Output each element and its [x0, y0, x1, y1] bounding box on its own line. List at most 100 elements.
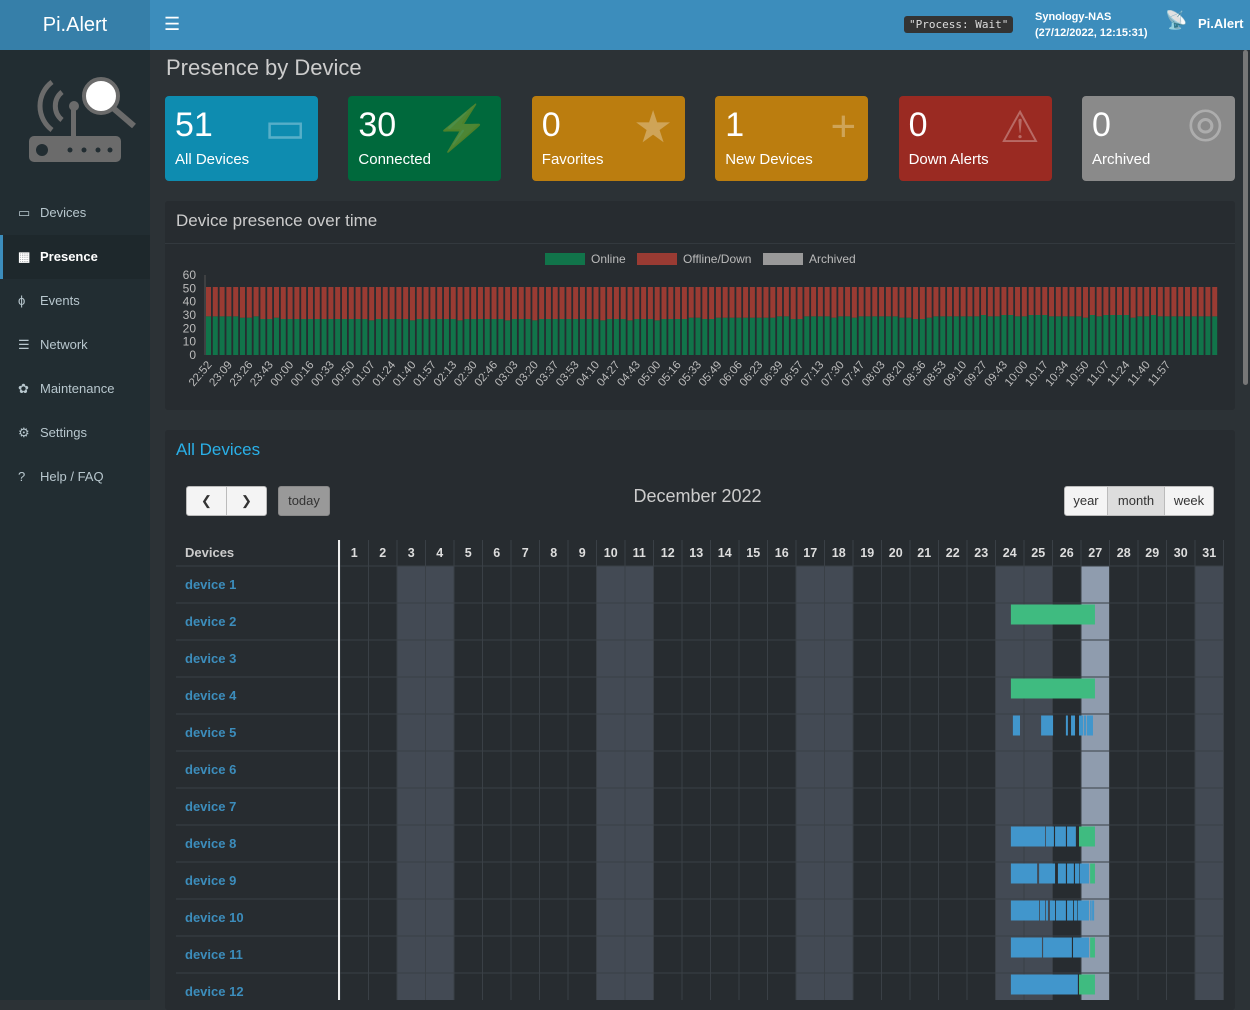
bar-online[interactable]	[845, 316, 851, 355]
view-week-button[interactable]: week	[1164, 486, 1214, 516]
bar-offline[interactable]	[661, 287, 667, 319]
bar-online[interactable]	[573, 319, 579, 355]
bar-online[interactable]	[239, 317, 245, 355]
bar-online[interactable]	[1001, 315, 1007, 355]
bar-online[interactable]	[899, 317, 905, 355]
bar-online[interactable]	[858, 316, 864, 355]
bar-offline[interactable]	[464, 287, 470, 319]
bar-offline[interactable]	[1110, 287, 1116, 315]
sidebar-item-devices[interactable]: ▭ Devices	[0, 191, 150, 235]
bar-offline[interactable]	[477, 287, 483, 319]
bar-offline[interactable]	[777, 287, 783, 317]
device-link[interactable]: device 4	[185, 688, 237, 703]
bar-online[interactable]	[1212, 316, 1218, 355]
presence-bar-event[interactable]	[1055, 900, 1066, 921]
bar-online[interactable]	[763, 317, 769, 355]
bar-offline[interactable]	[1028, 287, 1034, 315]
bar-online[interactable]	[206, 316, 211, 355]
bar-online[interactable]	[933, 316, 939, 355]
sidebar-item-presence[interactable]: ▦ Presence	[0, 235, 150, 279]
bar-online[interactable]	[647, 319, 653, 355]
bar-offline[interactable]	[743, 287, 749, 318]
menu-toggle-icon[interactable]: ☰	[164, 14, 181, 34]
bar-online[interactable]	[688, 317, 694, 355]
bar-offline[interactable]	[403, 287, 409, 319]
bar-offline[interactable]	[654, 287, 660, 321]
device-link[interactable]: device 12	[185, 984, 244, 999]
bar-online[interactable]	[885, 316, 891, 355]
bar-offline[interactable]	[824, 287, 830, 317]
bar-online[interactable]	[280, 319, 286, 355]
bar-online[interactable]	[552, 319, 558, 355]
bar-offline[interactable]	[559, 287, 565, 319]
bar-offline[interactable]	[892, 287, 898, 317]
bar-online[interactable]	[287, 319, 293, 355]
bar-online[interactable]	[1110, 315, 1116, 355]
info-box-all-devices[interactable]: 51 All Devices ▭	[165, 96, 318, 181]
presence-bar-event[interactable]	[1090, 900, 1092, 921]
bar-offline[interactable]	[845, 287, 851, 317]
device-link[interactable]: device 3	[185, 651, 237, 666]
bar-offline[interactable]	[688, 287, 694, 318]
bar-offline[interactable]	[355, 287, 361, 319]
bar-online[interactable]	[341, 319, 347, 355]
presence-bar-event[interactable]	[1010, 974, 1078, 995]
bar-offline[interactable]	[396, 287, 402, 319]
presence-bar-event[interactable]	[1045, 826, 1054, 847]
bar-offline[interactable]	[335, 287, 341, 319]
bar-online[interactable]	[593, 319, 599, 355]
presence-bar-event[interactable]	[1073, 937, 1089, 958]
bar-online[interactable]	[566, 319, 572, 355]
bar-offline[interactable]	[471, 287, 477, 319]
presence-bar-event[interactable]	[1010, 900, 1040, 921]
bar-online[interactable]	[600, 320, 606, 355]
bar-online[interactable]	[994, 316, 1000, 355]
bar-offline[interactable]	[1008, 287, 1014, 315]
bar-online[interactable]	[301, 319, 307, 355]
bar-offline[interactable]	[362, 287, 368, 319]
bar-offline[interactable]	[981, 287, 987, 315]
view-month-button[interactable]: month	[1107, 486, 1165, 516]
bar-offline[interactable]	[1164, 287, 1170, 317]
bar-online[interactable]	[926, 317, 932, 355]
bar-online[interactable]	[437, 319, 443, 355]
page-scrollbar[interactable]	[1243, 50, 1248, 385]
bar-offline[interactable]	[226, 287, 232, 317]
bar-offline[interactable]	[885, 287, 891, 317]
presence-bar-event[interactable]	[1092, 900, 1095, 921]
bar-offline[interactable]	[647, 287, 653, 319]
bar-online[interactable]	[919, 319, 925, 355]
bar-offline[interactable]	[1055, 287, 1061, 317]
bar-online[interactable]	[505, 320, 511, 355]
bar-online[interactable]	[1055, 316, 1061, 355]
info-box-archived[interactable]: 0 Archived ⦾	[1082, 96, 1235, 181]
bar-offline[interactable]	[804, 287, 810, 317]
bar-offline[interactable]	[341, 287, 347, 319]
bar-offline[interactable]	[994, 287, 1000, 317]
bar-offline[interactable]	[1001, 287, 1007, 315]
bar-offline[interactable]	[267, 287, 273, 319]
presence-bar-event[interactable]	[1077, 900, 1089, 921]
bar-online[interactable]	[233, 316, 239, 355]
bar-online[interactable]	[369, 320, 375, 355]
bar-online[interactable]	[1042, 315, 1048, 355]
bar-offline[interactable]	[600, 287, 606, 321]
bar-online[interactable]	[219, 316, 225, 355]
bar-online[interactable]	[267, 319, 273, 355]
bar-offline[interactable]	[382, 287, 388, 319]
bar-online[interactable]	[892, 316, 898, 355]
legend-online[interactable]: Online	[545, 252, 626, 266]
device-link[interactable]: device 11	[185, 947, 243, 962]
bar-online[interactable]	[335, 319, 341, 355]
sidebar-item-network[interactable]: ☰ Network	[0, 323, 150, 367]
bar-online[interactable]	[1164, 316, 1170, 355]
bar-offline[interactable]	[1035, 287, 1041, 315]
bar-offline[interactable]	[369, 287, 375, 321]
bar-online[interactable]	[804, 316, 810, 355]
presence-bar-event[interactable]	[1057, 863, 1066, 884]
bar-online[interactable]	[1049, 316, 1055, 355]
bar-offline[interactable]	[1089, 287, 1095, 315]
bar-offline[interactable]	[321, 287, 327, 319]
bar-offline[interactable]	[1049, 287, 1055, 317]
router-icon[interactable]: 📡	[1165, 10, 1188, 30]
